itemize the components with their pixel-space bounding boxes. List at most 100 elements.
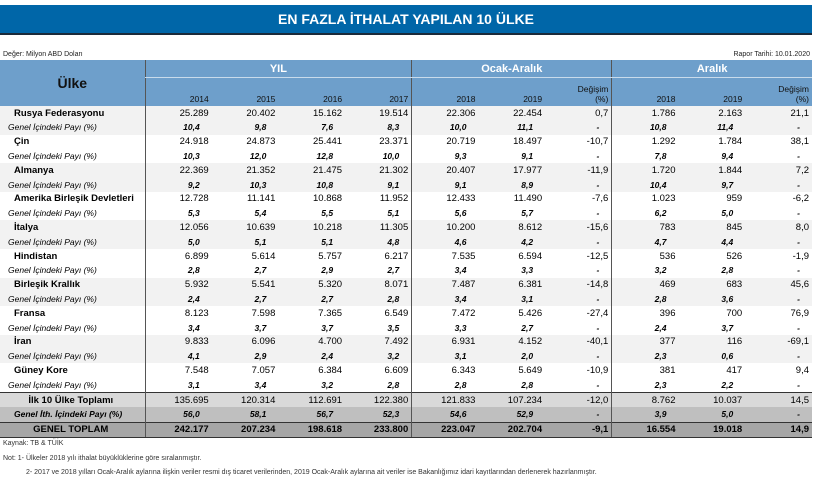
cell-value: 2,0 xyxy=(478,349,546,364)
change-unit: (%) xyxy=(795,94,809,104)
cell-value: 6,2 xyxy=(611,206,679,221)
cell-value: - xyxy=(797,208,800,219)
cell-value: 783 xyxy=(611,220,679,235)
cell-value: 6.931 xyxy=(411,334,479,350)
cell-value: 683 xyxy=(678,277,746,292)
cell-value: 121.833 xyxy=(411,391,479,408)
share-row: Genel İçindeki Payı (%) 2,8 2,7 2,9 2,7 3,4 3,… xyxy=(0,263,812,278)
cell-value: 135.695 xyxy=(144,391,212,408)
source-note: Kaynak: TB & TÜİK xyxy=(3,440,64,447)
cell-value: -1,9 xyxy=(792,250,809,262)
country-row: İran 9.833 6.096 4.700 7.492 6.931 4.152 -40,1 3… xyxy=(0,334,812,350)
cell-value: 9,1 xyxy=(411,177,479,192)
col-header: 2018 xyxy=(411,77,479,106)
cell-value: 845 xyxy=(678,220,746,235)
cell-value: 2,3 xyxy=(611,377,679,393)
top10-share-row: Genel İth. İçindeki Payı (%) 56,0 58,1 56,7… xyxy=(0,407,812,423)
cell-value: 6.381 xyxy=(478,277,546,292)
cell-value: 17.977 xyxy=(478,163,546,178)
cell-value: 1.786 xyxy=(611,106,679,121)
cell-value: 19.514 xyxy=(345,106,412,121)
cell-value: 20.719 xyxy=(411,134,479,149)
cell-value: - xyxy=(545,349,612,364)
cell-value: 58,1 xyxy=(211,407,279,423)
row-label: Güney Kore xyxy=(14,364,68,376)
cell-value: - xyxy=(745,120,812,135)
cell-value: - xyxy=(545,177,612,192)
cell-value: 24.873 xyxy=(246,136,276,148)
cell-value: 7,8 xyxy=(611,148,679,164)
cell-value: 9,7 xyxy=(678,177,746,192)
row-label: Genel İçindeki Payı (%) xyxy=(8,322,97,333)
cell-value: 4,1 xyxy=(144,349,212,364)
cell-value: 21.352 xyxy=(211,163,279,178)
row-label: Genel İçindeki Payı (%) xyxy=(0,177,145,192)
cell-value: 20.402 xyxy=(211,106,279,121)
cell-value: 5,7 xyxy=(521,208,534,219)
cell-value: 3,4 xyxy=(411,291,479,307)
country-row: Hindistan 6.899 5.614 5.757 6.217 7.535 6.594 -… xyxy=(0,248,812,264)
cell-value: 5,6 xyxy=(411,206,479,221)
cell-value: 11,4 xyxy=(678,120,746,135)
cell-value: 9,3 xyxy=(411,148,479,164)
cell-value: 14,5 xyxy=(745,391,812,408)
cell-value: 7.492 xyxy=(345,334,412,350)
cell-value: 207.234 xyxy=(211,421,279,438)
cell-value: 11.305 xyxy=(345,220,412,235)
cell-value: 112.691 xyxy=(278,391,346,408)
cell-value: 5.649 xyxy=(518,364,543,376)
cell-value: 5,0 xyxy=(721,208,734,219)
cell-value: 5,1 xyxy=(278,234,346,249)
cell-value: 12.728 xyxy=(144,191,212,207)
cell-value: 377 xyxy=(611,334,679,350)
cell-value: 8.071 xyxy=(345,277,412,292)
cell-value: -10,7 xyxy=(586,136,609,148)
cell-value: 5.757 xyxy=(318,250,343,262)
report-date: Rapor Tarihi: 10.01.2020 xyxy=(733,51,810,58)
cell-value: - xyxy=(596,322,600,333)
cell-value: 242.177 xyxy=(144,421,212,438)
row-label: Genel İçindeki Payı (%) xyxy=(0,120,145,135)
cell-value: 6.384 xyxy=(318,364,343,376)
cell-value: 45,6 xyxy=(745,277,812,292)
cell-value: 9.833 xyxy=(144,334,212,350)
cell-value: 10.639 xyxy=(211,220,279,235)
cell-value: 3,1 xyxy=(478,291,546,307)
cell-value: -12,5 xyxy=(586,250,609,262)
row-label: Fransa xyxy=(14,307,46,319)
cell-value: 11.952 xyxy=(379,193,409,205)
row-label: Genel İçindeki Payı (%) xyxy=(8,208,97,219)
cell-value: 11.141 xyxy=(247,193,276,205)
country-row: Almanya 22.369 21.352 21.475 21.302 20.407 17.… xyxy=(0,163,812,178)
col-header: 2015 xyxy=(211,77,279,106)
cell-value: - xyxy=(596,379,600,390)
cell-value: 2,8 xyxy=(721,265,734,276)
cell-value: 6.609 xyxy=(384,364,409,376)
cell-value: 1.844 xyxy=(678,163,746,178)
cell-value: 2,8 xyxy=(387,379,400,390)
cell-value: 0,7 xyxy=(545,106,612,121)
cell-value: 700 xyxy=(726,307,743,319)
note-1: Not: 1- Ülkeler 2018 yılı ithalat büyükl… xyxy=(3,455,202,462)
cell-value: 2,8 xyxy=(144,263,212,278)
cell-value: 5,0 xyxy=(678,407,746,423)
dec-group-header: Aralık xyxy=(611,60,812,78)
cell-value: - xyxy=(545,291,612,307)
share-row: Genel İçindeki Payı (%) 5,0 5,1 5,1 4,8 4,6 4,… xyxy=(0,234,812,249)
cell-value: - xyxy=(797,265,800,276)
country-row: Amerika Birleşik Devletleri 12.728 11.141 1… xyxy=(0,191,812,207)
cell-value: -27,4 xyxy=(586,307,609,319)
country-row: İtalya 12.056 10.639 10.218 11.305 10.200 8.61… xyxy=(0,220,812,235)
cell-value: -12,0 xyxy=(545,391,612,408)
cell-value: 536 xyxy=(611,248,679,264)
cell-value: 3,9 xyxy=(611,407,679,423)
cell-value: 3,4 xyxy=(144,320,212,335)
cell-value: 22.306 xyxy=(411,106,479,121)
cell-value: 2,8 xyxy=(345,291,412,307)
cell-value: 7.535 xyxy=(411,248,479,264)
cell-value: 2,2 xyxy=(721,379,734,390)
cell-value: 2,3 xyxy=(611,349,679,364)
cell-value: 9,8 xyxy=(211,120,279,135)
cell-value: 6.594 xyxy=(518,250,543,262)
grand-total-row: GENEL TOPLAM 242.177 207.234 198.618 233.800… xyxy=(0,421,812,438)
